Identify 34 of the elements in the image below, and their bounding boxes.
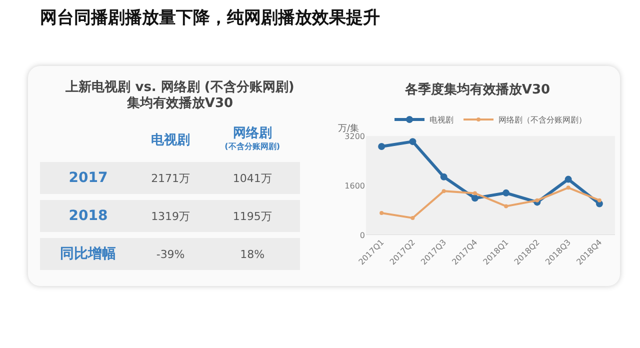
text: 2017 bbox=[40, 162, 136, 194]
point bbox=[409, 138, 416, 146]
legend-label: 电视剧 bbox=[430, 116, 454, 125]
point bbox=[472, 191, 477, 196]
point bbox=[380, 211, 384, 216]
point bbox=[378, 143, 386, 150]
y-tick-label: 0 bbox=[360, 230, 365, 240]
text: 网台同播剧播放量下降，纯网剧播放效果提升 bbox=[40, 7, 380, 29]
point bbox=[504, 204, 508, 208]
y-tick-label: 1600 bbox=[344, 181, 365, 190]
text: 1041万 bbox=[204, 162, 300, 194]
y-tick-label: 3200 bbox=[344, 132, 365, 141]
text: 18% bbox=[204, 238, 300, 270]
point bbox=[442, 189, 446, 194]
legend-label: 网络剧（不含分账网剧） bbox=[498, 116, 586, 125]
y-axis-title: 万/集 bbox=[338, 123, 360, 134]
point bbox=[440, 173, 448, 180]
point bbox=[597, 198, 602, 202]
text: 网络剧 (不含分账网剧) bbox=[224, 125, 281, 153]
point bbox=[566, 186, 570, 190]
text: 2171万 bbox=[136, 162, 205, 194]
text: 电视剧 bbox=[150, 132, 192, 150]
text: 1319万 bbox=[136, 200, 205, 232]
text: 同比增幅 bbox=[40, 238, 136, 270]
text: 上新电视剧 vs. 网络剧 (不含分账网剧) 集均有效播放V30 bbox=[64, 80, 296, 112]
point bbox=[564, 176, 572, 183]
point bbox=[535, 198, 540, 202]
point bbox=[410, 216, 415, 220]
text: -39% bbox=[136, 238, 205, 270]
chart-title: 各季度集均有效播放V30 bbox=[404, 81, 550, 98]
text: 2018 bbox=[40, 200, 136, 232]
text: 1195万 bbox=[204, 200, 300, 232]
point bbox=[502, 189, 510, 196]
point bbox=[471, 194, 478, 202]
